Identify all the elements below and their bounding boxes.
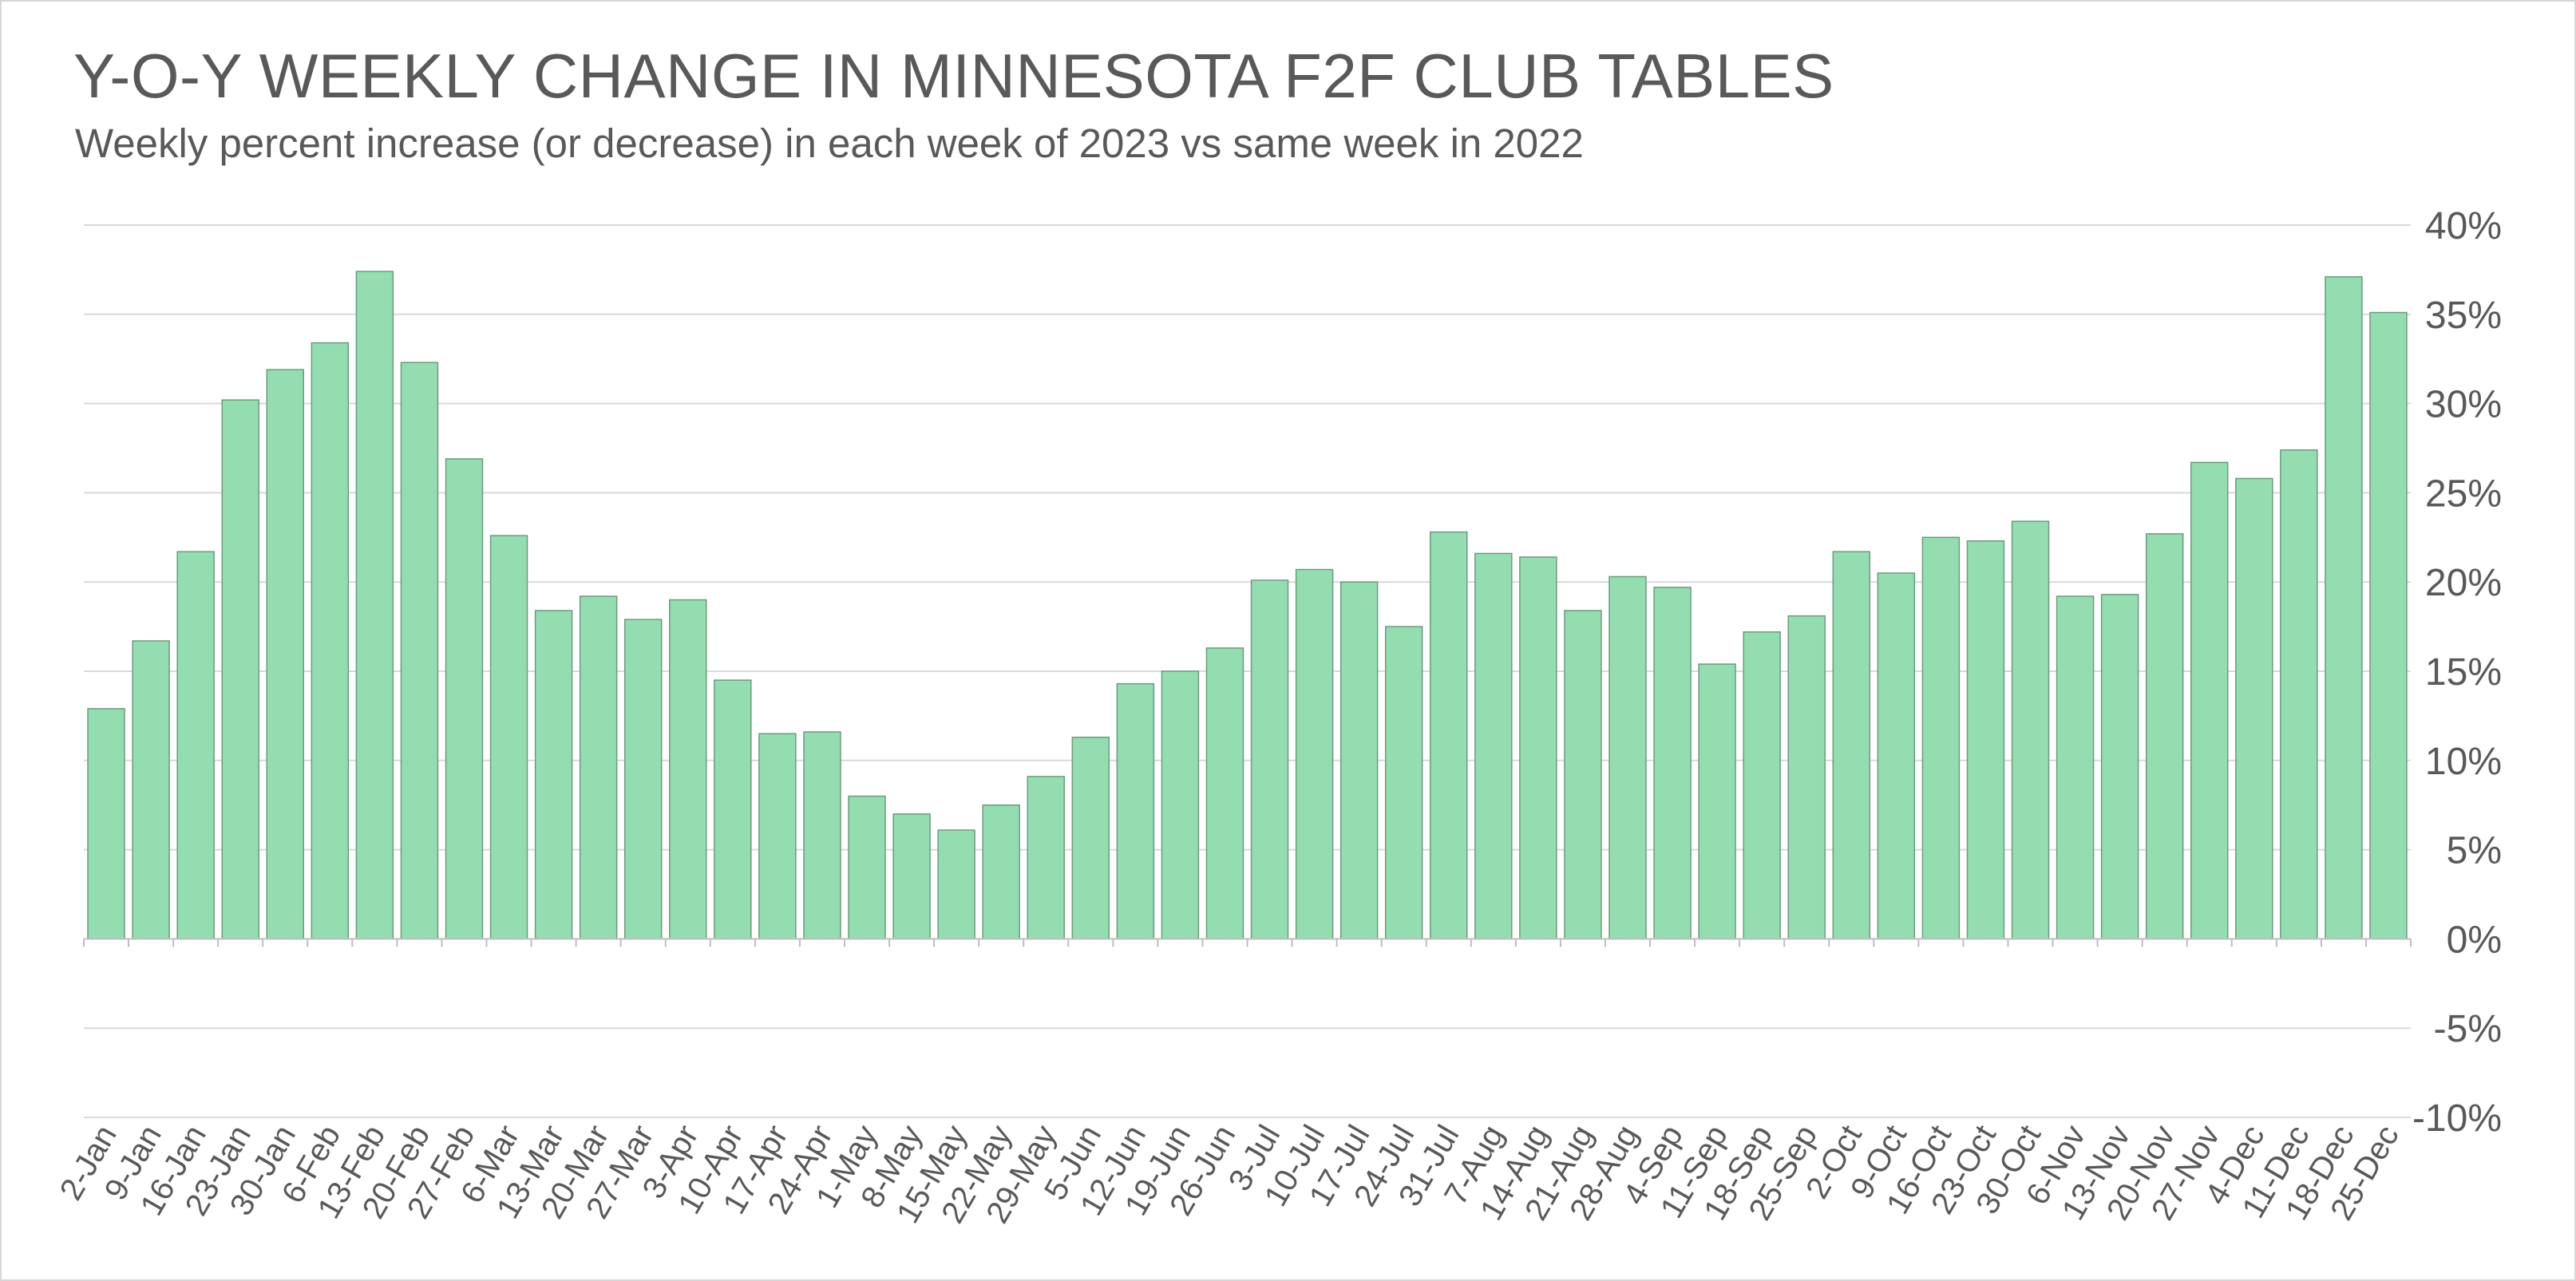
bar-13-Mar [534,610,573,940]
y-tick-label: 10% [2425,741,2502,783]
bar-21-Aug [1564,610,1602,940]
y-tick-label: 30% [2425,384,2502,426]
bar-24-Apr [803,731,841,940]
bar-16-Jan [176,551,215,940]
y-axis-ticks: 40% 35% 30% 25% 20% 15% 10% 5% 0% -5% -10% [2412,205,2502,1140]
bar-24-Jul [1384,626,1423,940]
y-tick-label: 0% [2447,919,2502,961]
bar-19-Jun [1161,670,1200,940]
bar-6-Mar [489,535,528,940]
chart-subtitle: Weekly percent increase (or decrease) in… [75,121,1584,166]
bar-20-Mar [579,595,618,940]
bar-16-Oct [1921,536,1961,940]
bar-27-Nov [2190,461,2229,940]
bar-8-May [892,813,931,940]
bar-25-Sep [1787,615,1826,940]
bar-30-Oct [2011,520,2050,940]
bar-26-Jun [1205,647,1244,940]
bar-7-Aug [1474,552,1513,940]
bar-17-Jul [1339,581,1379,940]
bar-22-May [982,804,1020,940]
y-tick-label: 20% [2425,562,2502,604]
bar-20-Feb [400,362,439,940]
bar-6-Feb [311,342,350,940]
bar-13-Nov [2100,594,2139,940]
x-axis [83,938,2412,947]
y-tick-label: 15% [2425,651,2502,694]
bar-20-Nov [2145,533,2184,940]
bar-10-Apr [714,679,752,940]
y-tick-label: -5% [2434,1008,2502,1050]
bar-25-Dec [2369,311,2408,940]
y-tick-label: 25% [2425,472,2502,515]
bar-3-Jul [1250,579,1289,940]
bar-series [87,271,2408,940]
bar-4-Sep [1653,587,1692,940]
bar-11-Sep [1698,663,1736,940]
bar-1-May [848,795,886,940]
bar-17-Apr [758,733,797,940]
bar-9-Jan [132,640,170,940]
bar-30-Jan [266,369,304,940]
bar-23-Jan [221,399,259,940]
bar-29-May [1027,776,1065,940]
y-tick-label: -10% [2412,1097,2502,1140]
x-axis-ticks: 2-Jan9-Jan16-Jan23-Jan30-Jan6-Feb13-Feb2… [53,1119,2406,1229]
bar-15-May [937,829,975,940]
bar-6-Nov [2056,595,2095,940]
bar-2-Jan [87,708,125,940]
chart-title: Y-O-Y WEEKLY CHANGE IN MINNESOTA F2F CLU… [73,41,1834,111]
bar-2-Oct [1832,551,1871,940]
bar-11-Dec [2280,449,2318,940]
bar-18-Dec [2325,276,2363,940]
bar-27-Feb [445,458,484,940]
bar-13-Feb [355,271,394,940]
bar-28-Aug [1609,575,1647,940]
bar-12-Jun [1116,682,1155,940]
bar-10-Jul [1295,568,1334,940]
bar-18-Sep [1743,631,1781,940]
bar-23-Oct [1966,540,2005,940]
bar-9-Oct [1877,572,1916,940]
y-tick-label: 40% [2425,205,2502,247]
bar-5-Jun [1071,736,1110,940]
y-tick-label: 35% [2425,295,2502,337]
bar-3-Apr [669,599,707,940]
bar-4-Dec [2235,477,2273,940]
y-tick-label: 5% [2447,830,2502,872]
bar-14-Aug [1519,556,1557,940]
bar-27-Mar [623,619,663,940]
bar-31-Jul [1430,531,1468,940]
